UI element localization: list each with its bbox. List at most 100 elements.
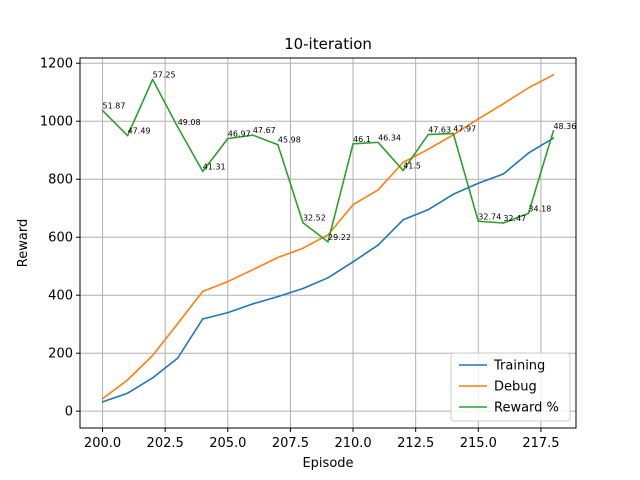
legend-label: Reward % (494, 401, 559, 416)
data-point (452, 132, 455, 135)
data-point (402, 169, 404, 172)
data-point (527, 87, 530, 89)
plot-frame (79, 57, 577, 429)
data-label: 46.97 (228, 130, 251, 139)
x-tick-label: 212.5 (397, 436, 434, 451)
data-point (277, 143, 279, 146)
x-tick-label: 200.0 (84, 436, 121, 451)
data-label: 46.1 (353, 135, 371, 144)
x-tick-label: 205.0 (209, 436, 246, 451)
legend-label: Debug (494, 380, 537, 395)
data-labels: 51.87 47.49 57.25 49.08 41.31 46.97 47.6745.98… (103, 70, 577, 241)
series-lines (101, 74, 555, 403)
data-point (226, 137, 229, 140)
data-point (126, 379, 129, 381)
data-label: 47.49 (128, 127, 151, 136)
data-label: 34.18 (528, 204, 551, 213)
y-tick-label: 600 (48, 231, 73, 246)
data-point (126, 134, 129, 137)
data-label: 47.63 (428, 126, 451, 135)
data-point (502, 103, 505, 105)
data-point (552, 74, 555, 76)
data-point (452, 193, 455, 196)
data-point (101, 109, 104, 112)
data-point (302, 287, 304, 290)
data-point (352, 143, 354, 145)
data-point (527, 212, 530, 215)
data-point (176, 126, 179, 128)
data-label: 49.08 (178, 118, 201, 127)
data-label: 45.98 (278, 136, 301, 145)
data-point (477, 182, 480, 185)
data-point (402, 219, 404, 221)
data-point (176, 322, 179, 325)
y-axis-label: Reward (16, 219, 31, 267)
data-point (252, 134, 254, 136)
data-label: 32.52 (303, 214, 326, 223)
data-point (377, 244, 379, 246)
y-tick-label: 200 (48, 347, 73, 362)
data-label: 48.36 (553, 122, 576, 131)
data-label: 57.25 (153, 70, 176, 79)
data-point (352, 261, 354, 263)
data-point (552, 137, 555, 139)
data-point (477, 118, 480, 120)
data-point (101, 401, 104, 403)
data-point (302, 221, 304, 224)
data-label: 46.34 (378, 133, 401, 142)
data-point (402, 161, 404, 164)
data-label: 41.31 (203, 162, 226, 171)
data-label: 47.67 (253, 126, 276, 135)
data-point (427, 133, 430, 136)
data-point (502, 173, 505, 175)
x-tick-label: 210.0 (334, 436, 371, 451)
x-tick-label: 202.5 (147, 436, 184, 451)
x-tick-label: 215.0 (460, 436, 497, 451)
data-point (427, 208, 430, 211)
legend-label: Training (493, 359, 545, 374)
data-point (327, 276, 329, 279)
data-point (252, 268, 254, 271)
data-point (201, 318, 204, 320)
x-axis-label: Episode (302, 456, 353, 471)
data-label: 51.87 (103, 101, 126, 110)
data-point (377, 189, 379, 191)
legend-box (450, 352, 571, 422)
data-point (151, 377, 154, 379)
data-point (201, 170, 204, 173)
data-point (302, 247, 304, 250)
y-tick-label: 1200 (40, 57, 73, 72)
data-point (226, 311, 229, 314)
data-point (226, 280, 229, 283)
data-point (477, 220, 480, 223)
data-point (252, 303, 254, 305)
data-point (552, 129, 555, 132)
data-point (502, 222, 505, 224)
data-point (176, 357, 179, 359)
chart-title: 10-iteration (284, 35, 372, 53)
data-label: 32.47 (503, 214, 526, 223)
data-point (126, 392, 129, 395)
data-point (327, 234, 329, 236)
axis-ticks: 200.0 202.5 205.0 207.5 210.0 212.5 215.0 217.5… (40, 57, 560, 451)
legend: Training Debug Reward % (450, 352, 571, 422)
data-point (527, 152, 530, 154)
x-tick-label: 207.5 (272, 436, 309, 451)
x-tick-label: 217.5 (522, 436, 559, 451)
data-label: 29.22 (328, 233, 351, 242)
data-label: 47.97 (453, 124, 476, 133)
data-label: 32.74 (478, 212, 501, 221)
data-point (277, 256, 279, 259)
y-tick-label: 1000 (40, 115, 73, 130)
data-point (151, 78, 154, 81)
data-point (377, 141, 379, 144)
data-label: 41.5 (403, 162, 421, 171)
data-point (277, 295, 279, 298)
data-point (352, 203, 354, 206)
data-point (327, 241, 329, 243)
y-tick-label: 400 (48, 289, 73, 304)
y-tick-label: 800 (48, 173, 73, 188)
y-tick-label: 0 (65, 405, 73, 420)
data-point (151, 354, 154, 357)
data-point (427, 148, 430, 151)
